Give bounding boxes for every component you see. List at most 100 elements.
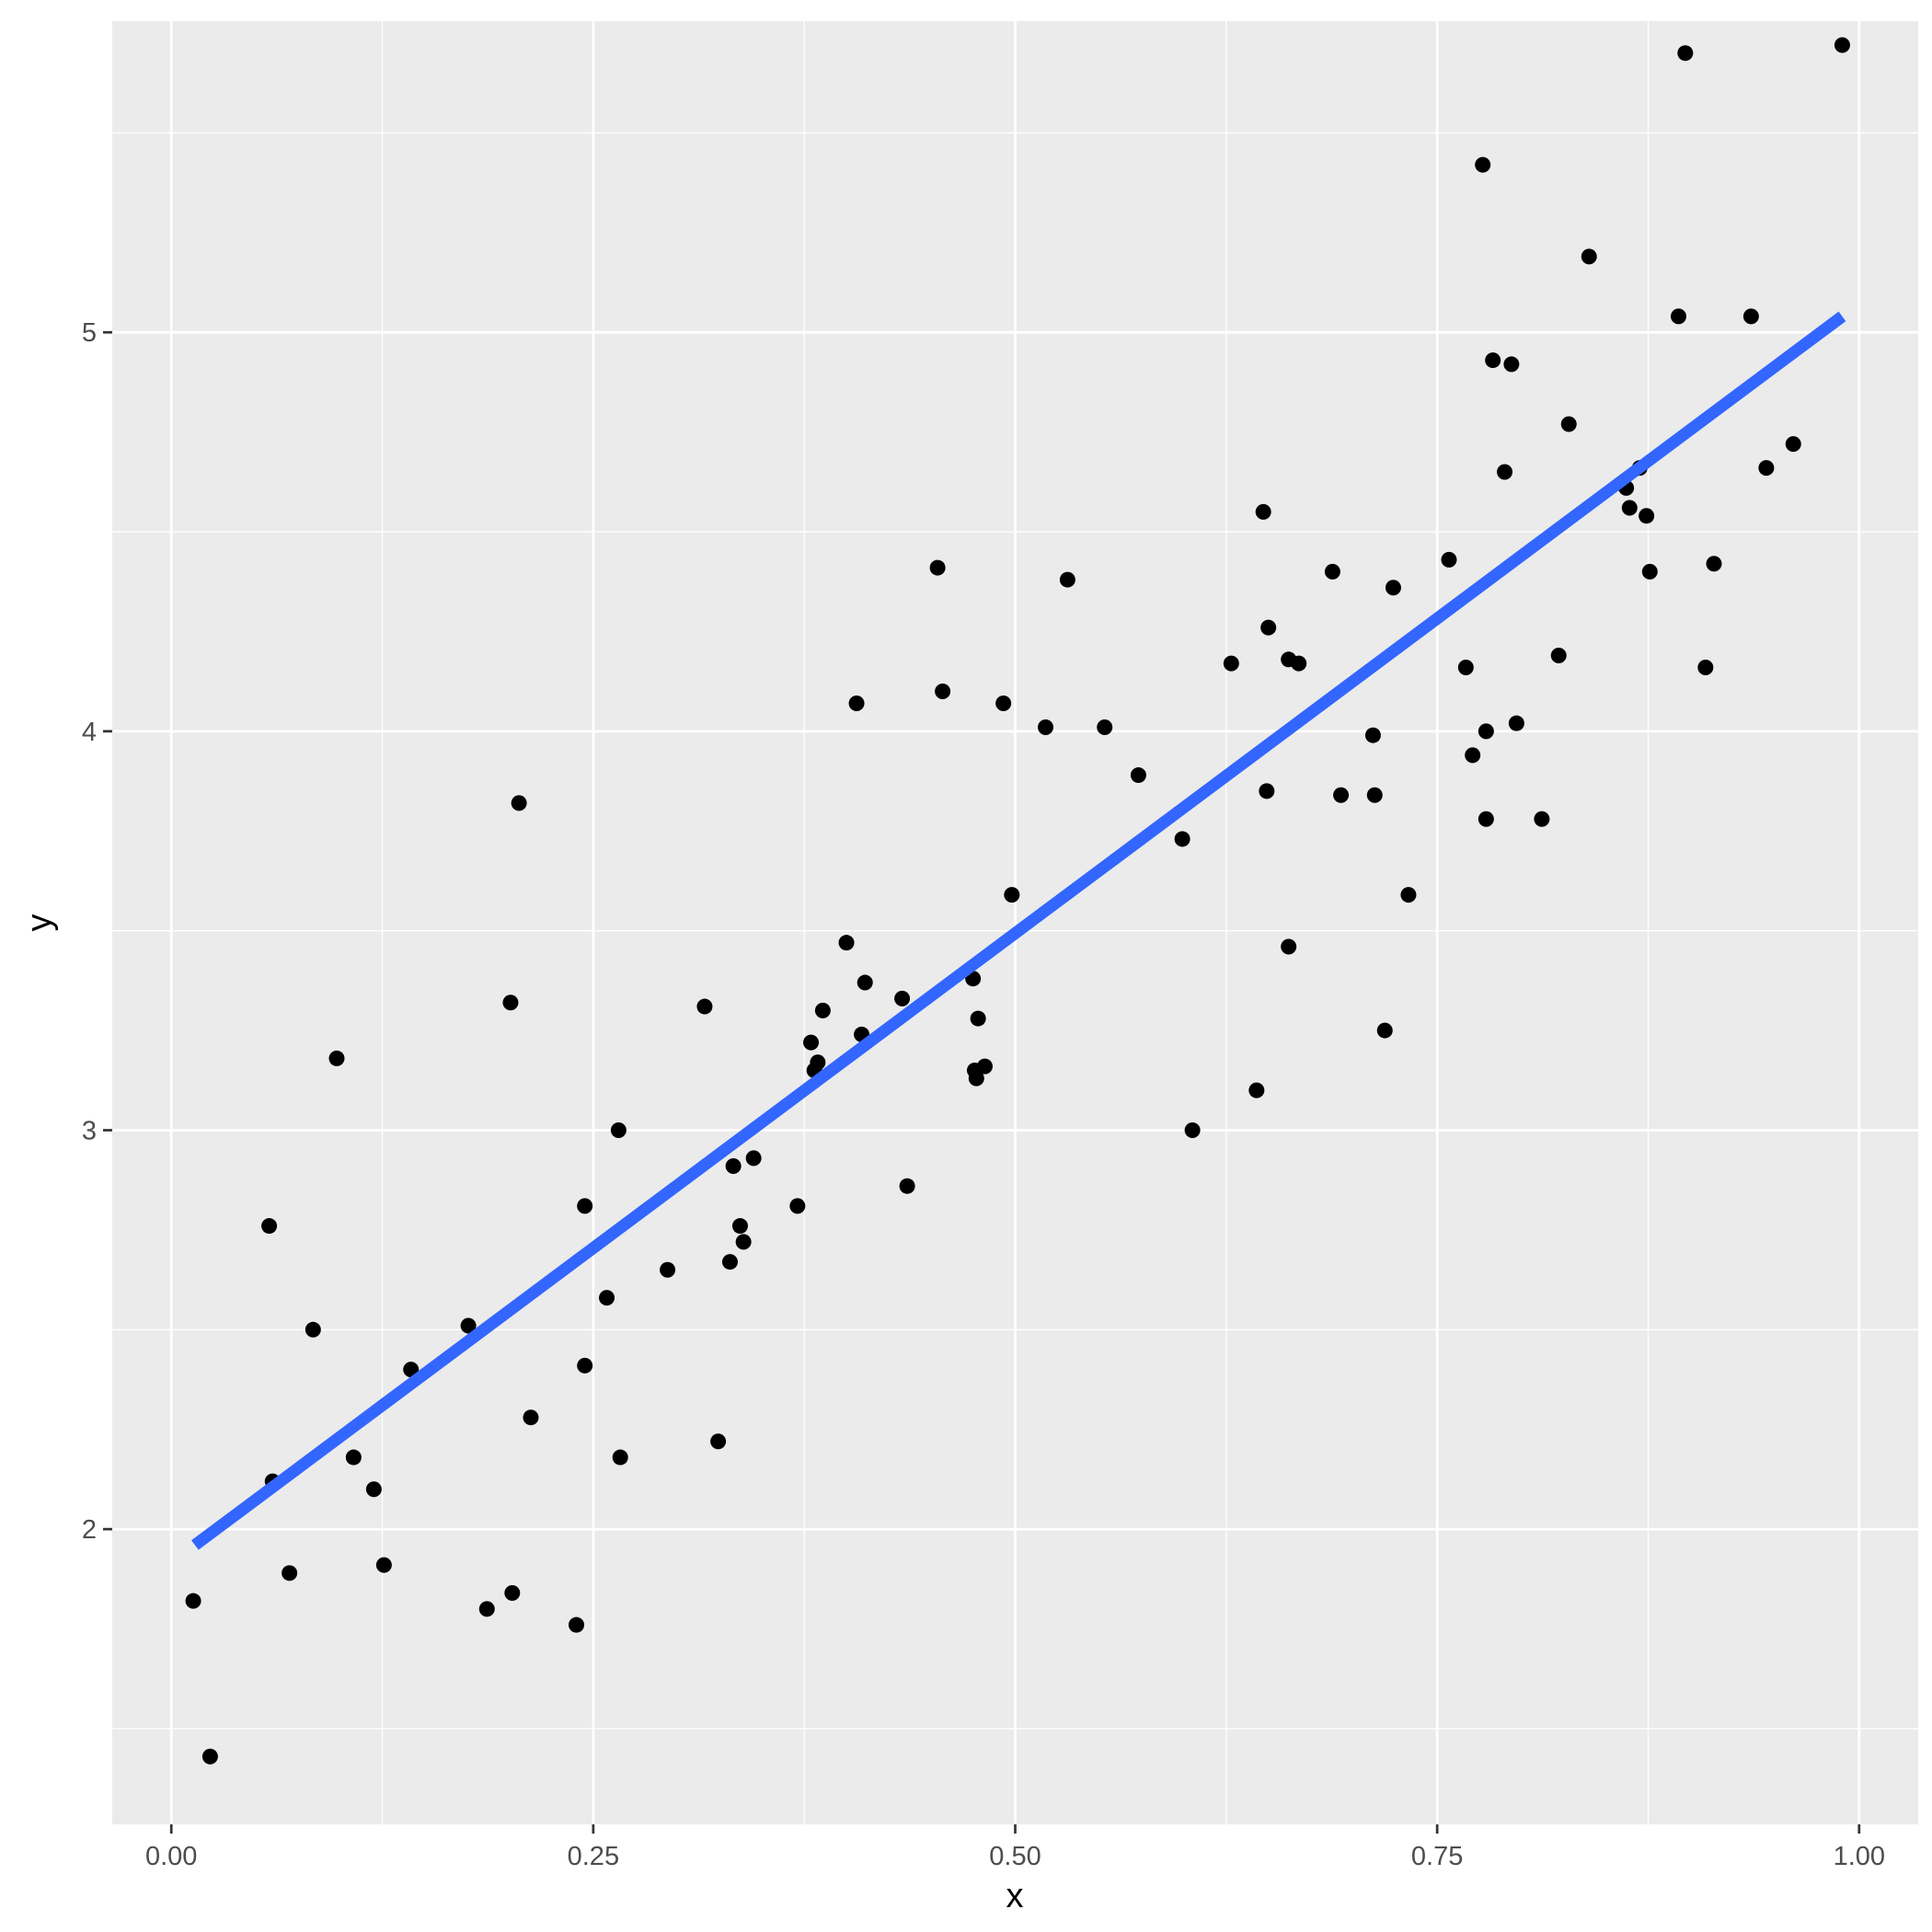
data-point	[403, 1362, 420, 1378]
data-point	[1223, 655, 1239, 672]
data-point	[814, 1002, 831, 1018]
data-point	[523, 1409, 539, 1426]
data-point	[1385, 580, 1401, 596]
data-point	[731, 1218, 748, 1235]
data-point	[1475, 156, 1491, 173]
data-point	[1706, 556, 1722, 572]
data-point	[1174, 831, 1190, 847]
x-tick-label: 0.25	[568, 1842, 619, 1871]
data-point	[365, 1481, 382, 1498]
data-point	[894, 990, 911, 1006]
data-point	[1281, 938, 1297, 955]
data-point	[1621, 500, 1638, 516]
data-points	[185, 37, 1850, 1765]
x-tick-label: 1.00	[1834, 1842, 1885, 1871]
data-point	[1742, 308, 1759, 325]
data-point	[995, 696, 1012, 712]
data-point	[569, 1616, 585, 1633]
data-point	[970, 1010, 986, 1027]
data-point	[929, 559, 946, 576]
data-point	[1758, 460, 1775, 477]
data-point	[1259, 783, 1275, 799]
data-point	[721, 1254, 738, 1271]
data-point	[1291, 655, 1307, 672]
data-point	[745, 1150, 762, 1167]
data-point	[1550, 647, 1567, 663]
x-axis-title: x	[1006, 1877, 1024, 1915]
data-point	[1260, 619, 1277, 636]
data-point	[599, 1290, 615, 1306]
data-point	[1324, 563, 1340, 580]
data-point	[1333, 787, 1350, 803]
data-point	[803, 1034, 820, 1051]
data-point	[511, 795, 527, 811]
data-point	[577, 1198, 593, 1214]
data-point	[1534, 811, 1550, 827]
data-point	[1560, 416, 1577, 432]
data-point	[1004, 887, 1020, 903]
fit-line	[191, 311, 1846, 1550]
data-point	[577, 1357, 593, 1374]
data-point	[1400, 887, 1417, 903]
y-tick-label: 5	[82, 318, 97, 348]
data-point	[1130, 767, 1146, 784]
data-point	[460, 1317, 477, 1334]
x-tick-label: 0.00	[145, 1842, 197, 1871]
data-point	[660, 1261, 676, 1278]
data-point	[1465, 747, 1481, 764]
data-point	[1639, 508, 1655, 524]
data-point	[838, 935, 855, 951]
data-point	[1255, 503, 1271, 520]
data-point	[1503, 356, 1520, 373]
data-point	[1364, 727, 1381, 743]
data-point	[1059, 571, 1075, 588]
data-point	[1497, 464, 1513, 480]
data-point	[810, 1054, 826, 1071]
data-point	[305, 1321, 321, 1338]
data-point	[1641, 563, 1658, 580]
x-tick-label: 0.50	[989, 1842, 1041, 1871]
y-axis-title: y	[20, 914, 59, 932]
data-point	[1038, 719, 1054, 736]
data-point	[976, 1058, 993, 1075]
data-point	[935, 683, 951, 699]
data-point	[1485, 352, 1501, 369]
data-point	[375, 1557, 392, 1573]
data-point	[1248, 1082, 1265, 1098]
data-point	[282, 1565, 298, 1581]
data-point	[345, 1449, 362, 1466]
data-point	[857, 974, 873, 991]
data-point	[735, 1234, 752, 1250]
data-point	[725, 1158, 742, 1175]
data-point	[848, 696, 865, 712]
data-point	[1478, 811, 1494, 827]
y-tick-label: 2	[82, 1515, 97, 1545]
y-axis: 2 3 4 5	[82, 318, 112, 1545]
data-point	[502, 995, 519, 1011]
data-point	[201, 1748, 218, 1765]
data-point	[478, 1601, 495, 1617]
data-point	[185, 1593, 201, 1609]
data-point	[1508, 715, 1524, 731]
data-point	[610, 1121, 627, 1138]
major-gridlines	[112, 21, 1918, 1824]
data-point	[1581, 248, 1597, 265]
data-point	[328, 1050, 345, 1066]
x-axis: 0.00 0.25 0.50 0.75 1.00	[145, 1824, 1885, 1871]
data-point	[1670, 308, 1686, 325]
data-point	[710, 1433, 727, 1450]
data-point	[1097, 719, 1113, 736]
data-point	[612, 1449, 628, 1466]
data-point	[1366, 787, 1383, 803]
data-point	[1376, 1022, 1393, 1039]
data-point	[1677, 45, 1694, 62]
y-tick-label: 3	[82, 1116, 97, 1145]
data-point	[1834, 37, 1850, 53]
data-point	[789, 1198, 806, 1214]
data-point	[504, 1584, 521, 1601]
data-point	[968, 1070, 984, 1087]
data-point	[1697, 659, 1714, 675]
x-tick-label: 0.75	[1411, 1842, 1463, 1871]
data-point	[1478, 723, 1494, 740]
